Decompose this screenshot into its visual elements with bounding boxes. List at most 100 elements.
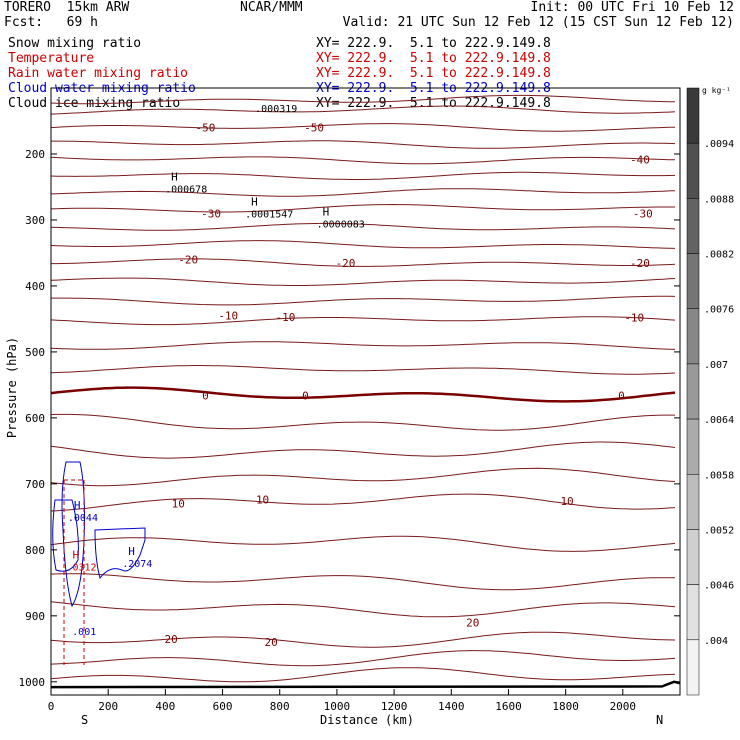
isotherm-label-7: -20 bbox=[630, 257, 650, 270]
isotherm-label-19: 20 bbox=[466, 616, 479, 629]
isotherm-0 bbox=[50, 94, 675, 105]
x-tick-label-9: 1800 bbox=[552, 700, 579, 713]
init-time: Init: 00 UTC Fri 10 Feb 12 bbox=[530, 0, 735, 15]
colorbar-swatch-6 bbox=[686, 418, 700, 475]
x-axis-title: Distance (km) bbox=[320, 713, 414, 727]
colorbar-swatch-4 bbox=[686, 308, 700, 365]
x-tick-label-6: 1200 bbox=[381, 700, 408, 713]
extremum-marker-0: H bbox=[171, 170, 178, 183]
isotherm-8 bbox=[50, 222, 676, 231]
isotherm-label-5: -20 bbox=[178, 254, 198, 267]
colorbar-unit: g kg⁻¹ bbox=[702, 86, 731, 95]
isotherm-3 bbox=[51, 140, 676, 149]
isotherm-22 bbox=[50, 573, 676, 591]
center-title: NCAR/MMM bbox=[240, 0, 303, 15]
isotherm-26 bbox=[50, 667, 676, 683]
isotherm-23 bbox=[50, 601, 676, 618]
colorbar-swatch-10 bbox=[686, 639, 700, 696]
isotherm-label-18: 20 bbox=[265, 636, 278, 649]
plot-frame bbox=[50, 87, 681, 696]
colorbar-label-9: .004 bbox=[704, 636, 728, 647]
isotherm-13 bbox=[50, 316, 676, 326]
isotherm-19 bbox=[50, 467, 676, 487]
isotherm-label-1: -50 bbox=[304, 122, 324, 135]
isotherm-20 bbox=[50, 493, 676, 512]
extremum-value-5: .2074 bbox=[122, 559, 152, 570]
legend-xy-rain: XY= 222.9. 5.1 to 222.9.149.8 bbox=[316, 66, 551, 81]
extremum-marker-5: H bbox=[128, 545, 135, 558]
colorbar-label-4: .007 bbox=[704, 360, 728, 371]
isotherm-7 bbox=[50, 203, 675, 213]
legend-label-snow: Snow mixing ratio bbox=[8, 36, 142, 51]
colorbar-label-5: .0064 bbox=[704, 415, 734, 426]
extremum-marker-7: H bbox=[72, 548, 79, 561]
x-tick-label-10: 2000 bbox=[610, 700, 637, 713]
y-tick-label-0: 200 bbox=[25, 148, 45, 161]
isotherm-label-6: -20 bbox=[336, 257, 356, 270]
legend-label-temperature: Temperature bbox=[8, 51, 95, 66]
x-tick-label-2: 400 bbox=[155, 700, 175, 713]
x-tick-label-3: 600 bbox=[213, 700, 233, 713]
y-tick-label-5: 700 bbox=[25, 478, 45, 491]
colorbar-label-3: .0076 bbox=[704, 305, 734, 316]
isotherm-6 bbox=[50, 188, 676, 197]
isotherm-2 bbox=[50, 123, 676, 132]
colorbar-label-8: .0046 bbox=[704, 581, 734, 592]
isotherm-label-4: -30 bbox=[633, 207, 653, 220]
y-tick-label-4: 600 bbox=[25, 412, 45, 425]
isotherm-10 bbox=[51, 258, 676, 267]
extremum-value-7: .0312 bbox=[66, 562, 96, 573]
colorbar-label-6: .0058 bbox=[704, 470, 734, 481]
x-tick-label-4: 800 bbox=[270, 700, 290, 713]
extremum-value-6: .001 bbox=[72, 627, 96, 638]
colorbar-swatch-1 bbox=[686, 142, 700, 199]
isotherm-label-14: 10 bbox=[172, 498, 185, 511]
isotherm-label-11: 0 bbox=[202, 389, 209, 402]
isotherm-18 bbox=[50, 441, 676, 459]
isotherm-label-10: -10 bbox=[624, 312, 644, 325]
extremum-value-2: .0000083 bbox=[317, 219, 365, 230]
isotherm-4 bbox=[50, 156, 676, 165]
isotherm-label-16: 10 bbox=[560, 495, 573, 508]
legend-label-rain: Rain water mixing ratio bbox=[8, 66, 189, 81]
colorbar-label-1: .0088 bbox=[704, 194, 734, 205]
y-tick-label-7: 900 bbox=[25, 610, 45, 623]
colorbar-swatch-9 bbox=[686, 584, 700, 641]
x-tick-label-7: 1400 bbox=[438, 700, 465, 713]
legend-xy-snow: XY= 222.9. 5.1 to 222.9.149.8 bbox=[316, 36, 551, 51]
isotherm-label-17: 20 bbox=[164, 633, 177, 646]
terrain-line bbox=[50, 680, 681, 689]
extremum-value-3: .000319 bbox=[255, 104, 297, 115]
extremum-marker-4: H bbox=[74, 499, 81, 512]
y-axis-title: Pressure (hPa) bbox=[5, 336, 20, 439]
colorbar-swatch-5 bbox=[686, 363, 700, 420]
y-tick-label-2: 400 bbox=[25, 280, 45, 293]
isotherm-21 bbox=[50, 535, 676, 552]
rain-contour bbox=[63, 479, 85, 665]
x-tick-label-0: 0 bbox=[48, 700, 55, 713]
isotherm-14 bbox=[50, 341, 676, 350]
isotherm-11 bbox=[50, 277, 676, 286]
x-tick-label-5: 1000 bbox=[324, 700, 351, 713]
y-tick-label-3: 500 bbox=[25, 346, 45, 359]
extremum-value-1: .0001547 bbox=[245, 209, 293, 220]
legend-xy-temperature: XY= 222.9. 5.1 to 222.9.149.8 bbox=[316, 51, 551, 66]
colorbar-label-7: .0052 bbox=[704, 525, 734, 536]
extremum-value-0: .000678 bbox=[165, 184, 207, 195]
cloud-water-contour-3 bbox=[94, 527, 146, 580]
isotherm-15 bbox=[50, 365, 676, 375]
isotherm-label-0: -50 bbox=[195, 122, 215, 135]
cloud-water-contour-2 bbox=[52, 499, 79, 572]
colorbar-label-2: .0082 bbox=[704, 250, 734, 261]
isotherm-9 bbox=[50, 240, 676, 249]
colorbar-swatch-7 bbox=[686, 474, 700, 530]
isotherm-label-9: -10 bbox=[276, 311, 296, 324]
y-tick-label-1: 300 bbox=[25, 214, 45, 227]
y-tick-label-8: 1000 bbox=[19, 676, 46, 689]
isotherm-label-13: 0 bbox=[618, 389, 625, 402]
south-label: S bbox=[81, 713, 89, 727]
isotherm-1 bbox=[50, 105, 676, 115]
forecast-hour: Fcst: 69 h bbox=[4, 15, 98, 30]
isotherm-24 bbox=[50, 631, 676, 648]
